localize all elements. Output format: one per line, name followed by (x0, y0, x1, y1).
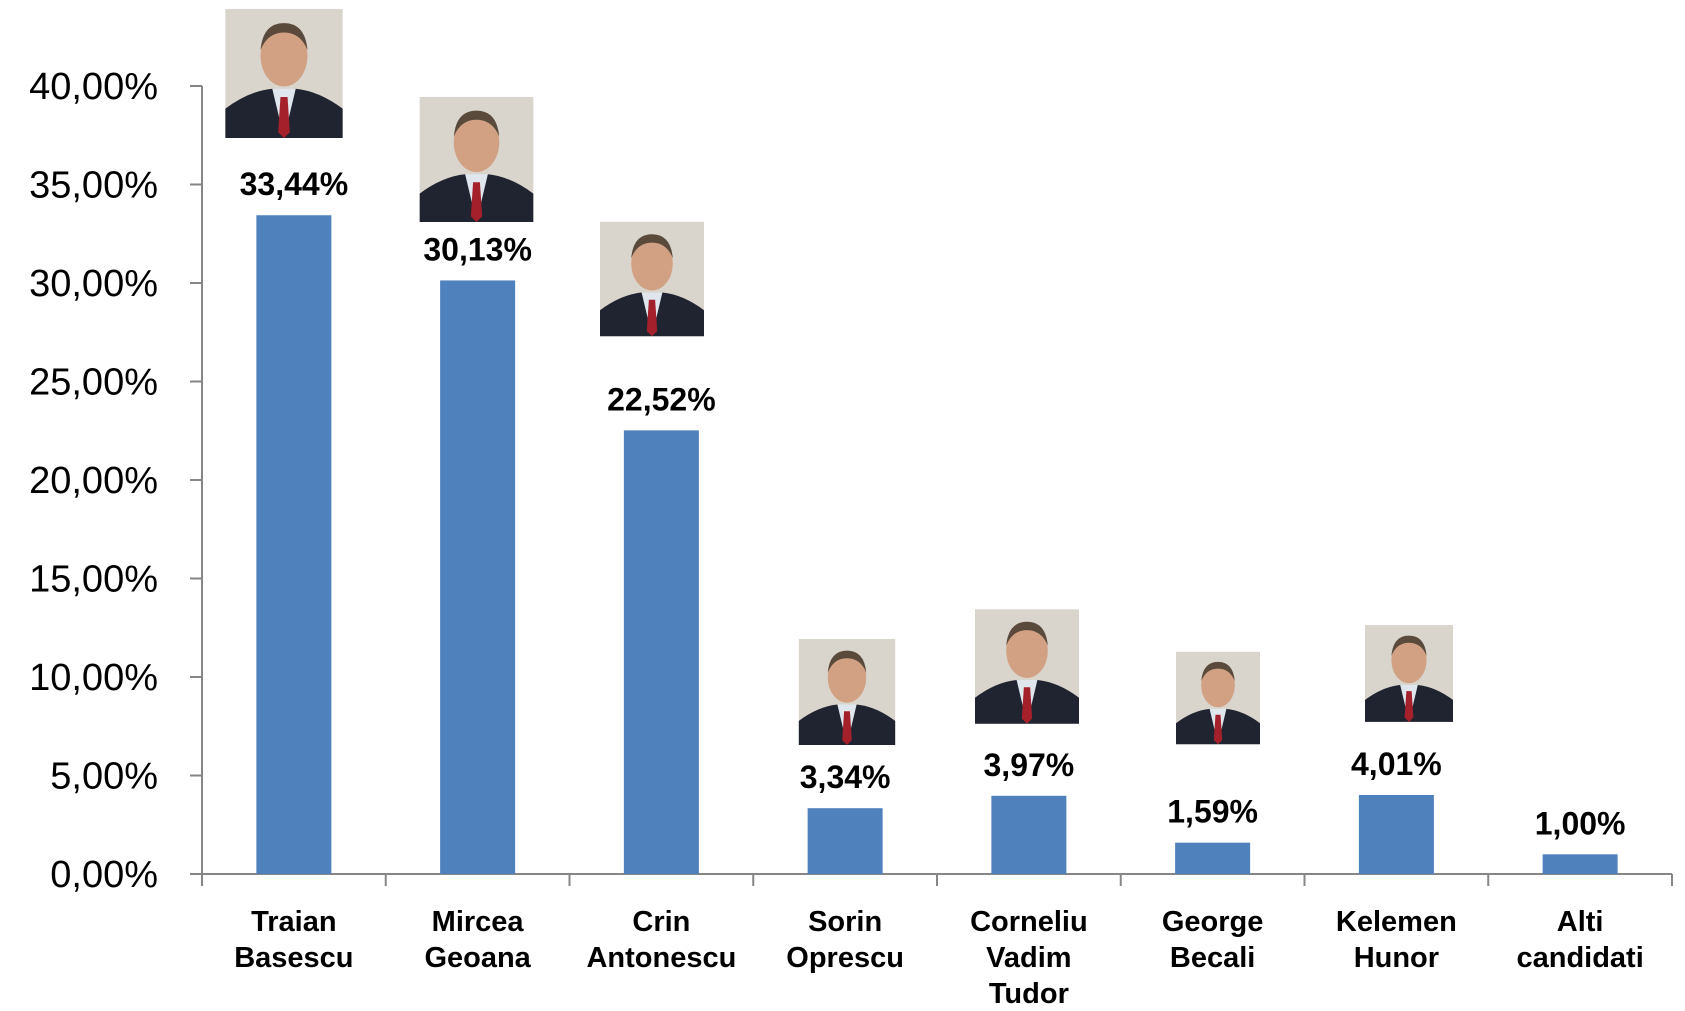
y-tick-label: 20,00% (29, 460, 158, 502)
value-label: 3,34% (800, 759, 891, 795)
label-line: Basescu (234, 942, 353, 974)
value-label: 4,01% (1351, 746, 1442, 782)
portrait (1365, 625, 1453, 722)
bar (1358, 795, 1434, 874)
label-line: Oprescu (786, 942, 904, 974)
y-tick-label: 5,00% (50, 756, 158, 798)
label-line: Corneliu (970, 906, 1088, 938)
bar (991, 795, 1067, 874)
bar (623, 430, 699, 874)
x-tick-label: Traian Basescu (234, 906, 353, 974)
x-tick-label: Crin Antonescu (586, 906, 736, 974)
x-tick-label: Kelemen Hunor (1336, 906, 1457, 974)
y-tick-label: 25,00% (29, 362, 158, 404)
label-line: Crin (632, 906, 690, 938)
portrait (975, 609, 1079, 724)
portrait (600, 221, 704, 337)
bar (256, 215, 332, 874)
x-tick-label: Alti candidati (1516, 906, 1643, 974)
value-label: 1,00% (1535, 805, 1626, 841)
bar (440, 280, 516, 875)
label-line: Tudor (989, 978, 1069, 1010)
label-line: Kelemen (1336, 906, 1457, 938)
label-line: candidati (1516, 942, 1643, 974)
portrait (798, 639, 896, 745)
value-label: 3,97% (984, 747, 1075, 783)
label-line: George (1162, 906, 1264, 938)
portrait (1176, 651, 1260, 745)
label-line: Traian (251, 906, 336, 938)
value-label: 22,52% (607, 381, 716, 417)
label-line: Sorin (808, 906, 882, 938)
x-tick-label: George Becali (1162, 906, 1264, 974)
y-tick-label: 30,00% (29, 263, 158, 305)
value-label: 33,44% (240, 166, 349, 202)
bar (1175, 842, 1251, 874)
label-line: Becali (1170, 942, 1255, 974)
y-tick-label: 40,00% (29, 66, 158, 108)
value-label: 1,59% (1167, 794, 1258, 830)
y-tick-label: 35,00% (29, 165, 158, 207)
value-label: 30,13% (423, 231, 532, 267)
portrait (419, 97, 534, 222)
x-tick-label: Sorin Oprescu (786, 906, 904, 974)
y-tick-label: 10,00% (29, 657, 158, 699)
label-line: Hunor (1354, 942, 1439, 974)
x-tick-label: Corneliu Vadim Tudor (970, 906, 1088, 1010)
bar (807, 808, 883, 874)
y-tick-label: 15,00% (29, 559, 158, 601)
x-tick-label: Mircea Geoana (424, 906, 531, 974)
portrait (225, 9, 343, 138)
y-tick-label: 0,00% (50, 854, 158, 896)
bar (1542, 854, 1618, 874)
portraits (225, 9, 1453, 745)
label-line: Alti (1557, 906, 1604, 938)
label-line: Vadim (986, 942, 1071, 974)
label-line: Mircea (432, 906, 525, 938)
label-line: Geoana (424, 942, 531, 974)
label-line: Antonescu (586, 942, 736, 974)
